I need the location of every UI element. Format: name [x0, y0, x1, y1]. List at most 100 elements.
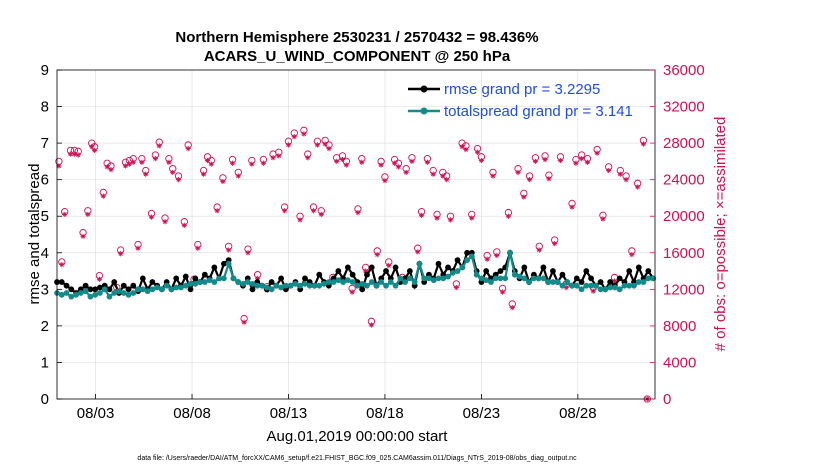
rmse-point: [559, 271, 566, 278]
obs-assimilated-stroke: [68, 151, 73, 157]
obs-assimilated-stroke: [118, 251, 123, 256]
totalspread-point: [354, 282, 361, 289]
totalspread-point: [335, 277, 342, 284]
obs-assimilated-marker: [359, 159, 365, 165]
x-axis-label: Aug.01,2019 00:00:00 start: [267, 428, 449, 445]
rmse-point: [149, 279, 156, 285]
totalspread-point: [144, 288, 151, 295]
obs-assimilated-stroke: [157, 143, 162, 148]
obs-assimilated-stroke: [301, 131, 307, 137]
totalspread-point: [621, 282, 628, 289]
x-tick-label: 08/18: [366, 405, 404, 422]
rmse-point: [211, 264, 218, 271]
obs-assimilated-marker: [214, 208, 220, 214]
obs-assimilated-stroke: [444, 177, 449, 182]
totalspread-point: [201, 279, 208, 285]
y-left-tick-label: 4: [41, 245, 49, 262]
totalspread-point: [411, 279, 418, 285]
obs-assimilated-marker: [527, 177, 533, 183]
totalspread-point: [101, 286, 108, 293]
obs-assimilated-marker: [100, 193, 106, 199]
data-file-footer: data file: /Users/raeder/DAI/ATM_forcXX/…: [137, 455, 577, 462]
totalspread-point: [273, 282, 280, 289]
rmse-point: [616, 275, 623, 282]
obs-assimilated-stroke: [97, 277, 102, 282]
rmse-point: [392, 264, 399, 271]
obs-assimilated-stroke: [448, 217, 453, 223]
obs-assimilated-stroke: [62, 212, 67, 217]
y-right-tick-label: 0: [663, 391, 671, 408]
rmse-point: [125, 286, 132, 293]
rmse-point: [454, 257, 461, 263]
totalspread-point: [488, 279, 494, 285]
obs-assimilated-marker: [600, 216, 606, 222]
obs-assimilated-marker: [322, 141, 328, 147]
obs-assimilated-stroke: [359, 160, 364, 165]
obs-assimilated-stroke: [612, 278, 617, 284]
obs-assimilated-stroke: [340, 157, 345, 162]
obs-assimilated-marker: [349, 289, 355, 295]
obs-assimilated-marker: [297, 217, 303, 223]
obs-assimilated-marker: [505, 213, 511, 219]
chart-title-line2: ACARS_U_WIND_COMPONENT @ 250 hPa: [204, 48, 511, 65]
obs-assimilated-marker: [440, 173, 446, 179]
totalspread-point: [106, 293, 113, 300]
obs-assimilated-stroke: [76, 152, 81, 158]
totalspread-point: [473, 271, 480, 278]
totalspread-point: [149, 286, 156, 293]
y-axis-left: 0 1 2 3 4 5 6 7 8 9: [41, 62, 62, 408]
obs-assimilated-stroke: [226, 247, 231, 253]
totalspread-point: [373, 282, 380, 289]
totalspread-point: [268, 286, 275, 293]
obs-assimilated-stroke: [494, 253, 499, 258]
totalspread-point: [440, 275, 447, 282]
totalspread-point: [626, 282, 633, 289]
obs-assimilated-stroke: [415, 249, 420, 255]
obs-assimilated-stroke: [386, 263, 391, 268]
totalspread-point: [602, 286, 609, 293]
totalspread-point: [63, 290, 70, 296]
totalspread-point: [454, 268, 461, 274]
totalspread-point: [535, 275, 542, 282]
x-tick-label: 08/28: [559, 405, 597, 422]
obs-assimilated-marker: [478, 157, 484, 164]
obs-assimilated-marker: [241, 319, 247, 325]
rmse-point: [435, 260, 442, 267]
obs-assimilated-marker: [220, 178, 226, 185]
totalspread-point: [73, 291, 79, 298]
totalspread-point: [607, 284, 614, 291]
obs-assimilated-stroke: [510, 305, 515, 310]
totalspread-point: [483, 277, 490, 284]
obs-assimilated-stroke: [292, 134, 297, 139]
obs-assimilated-stroke: [521, 194, 526, 200]
obs-assimilated-marker: [447, 217, 454, 223]
obs-assimilated-marker: [552, 241, 558, 247]
totalspread-point: [187, 280, 194, 287]
obs-assimilated-marker: [56, 163, 62, 169]
totalspread-point: [282, 282, 289, 289]
obs-assimilated-stroke: [546, 176, 552, 181]
totalspread-point: [378, 279, 385, 285]
totalspread-point: [163, 282, 170, 289]
totalspread-point: [559, 282, 566, 289]
obs-assimilated-marker: [226, 247, 232, 253]
obs-assimilated-marker: [368, 322, 375, 328]
totalspread-point: [526, 279, 532, 285]
obs-assimilated-stroke: [382, 178, 388, 183]
totalspread-point: [397, 275, 404, 282]
totalspread-point: [588, 282, 594, 289]
totalspread-point: [516, 273, 523, 280]
obs-assimilated-marker: [310, 208, 317, 214]
totalspread-point: [306, 282, 313, 289]
obs-assimilated-stroke: [569, 204, 575, 210]
totalspread-point: [97, 290, 103, 296]
obs-assimilated-stroke: [434, 215, 440, 221]
totalspread-point: [120, 290, 127, 296]
obs-assimilated-stroke: [170, 170, 175, 175]
obs-assimilated-stroke: [431, 172, 436, 177]
obs-assimilated-stroke: [425, 160, 430, 165]
totalspread-point: [416, 260, 423, 267]
obs-assimilated-stroke: [182, 223, 187, 228]
rmse-point: [92, 286, 99, 293]
obs-assimilated-stroke: [92, 148, 97, 153]
